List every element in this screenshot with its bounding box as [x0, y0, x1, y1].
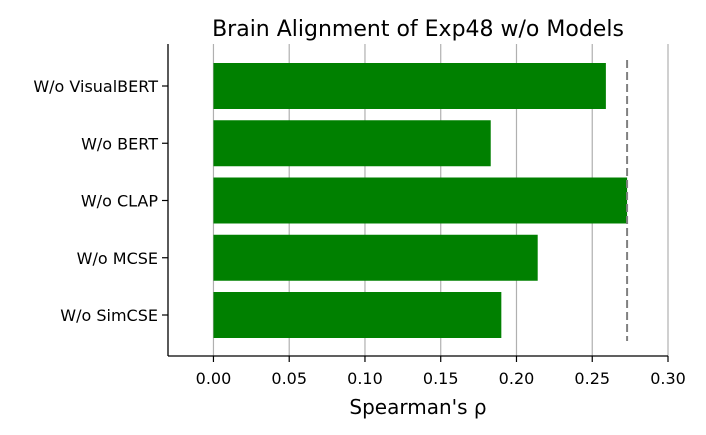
x-tick-label: 0.25	[574, 369, 610, 388]
category-label: W/o BERT	[81, 134, 158, 153]
bar	[213, 292, 502, 338]
bar	[213, 63, 606, 109]
category-label: W/o MCSE	[77, 249, 158, 268]
x-tick-label: 0.15	[423, 369, 459, 388]
bar	[213, 234, 538, 281]
category-labels: W/o VisualBERT W/o BERT W/o CLAP W/o MCSE W/…	[33, 77, 168, 325]
category-label: W/o VisualBERT	[33, 77, 158, 96]
bars	[213, 63, 628, 338]
x-tick-label: 0.10	[347, 369, 383, 388]
bar	[213, 177, 628, 224]
x-tick-label: 0.00	[196, 369, 232, 388]
x-tick-label: 0.05	[271, 369, 307, 388]
chart-title: Brain Alignment of Exp48 w/o Models	[212, 17, 624, 42]
x-axis-label: Spearman's ρ	[349, 395, 486, 419]
category-label: W/o CLAP	[81, 192, 158, 211]
category-label: W/o SimCSE	[60, 306, 158, 325]
x-ticks: 0.00 0.05 0.10 0.15 0.20 0.25 0.30	[196, 356, 686, 388]
bar	[213, 120, 491, 167]
x-tick-label: 0.30	[650, 369, 686, 388]
x-tick-label: 0.20	[499, 369, 535, 388]
